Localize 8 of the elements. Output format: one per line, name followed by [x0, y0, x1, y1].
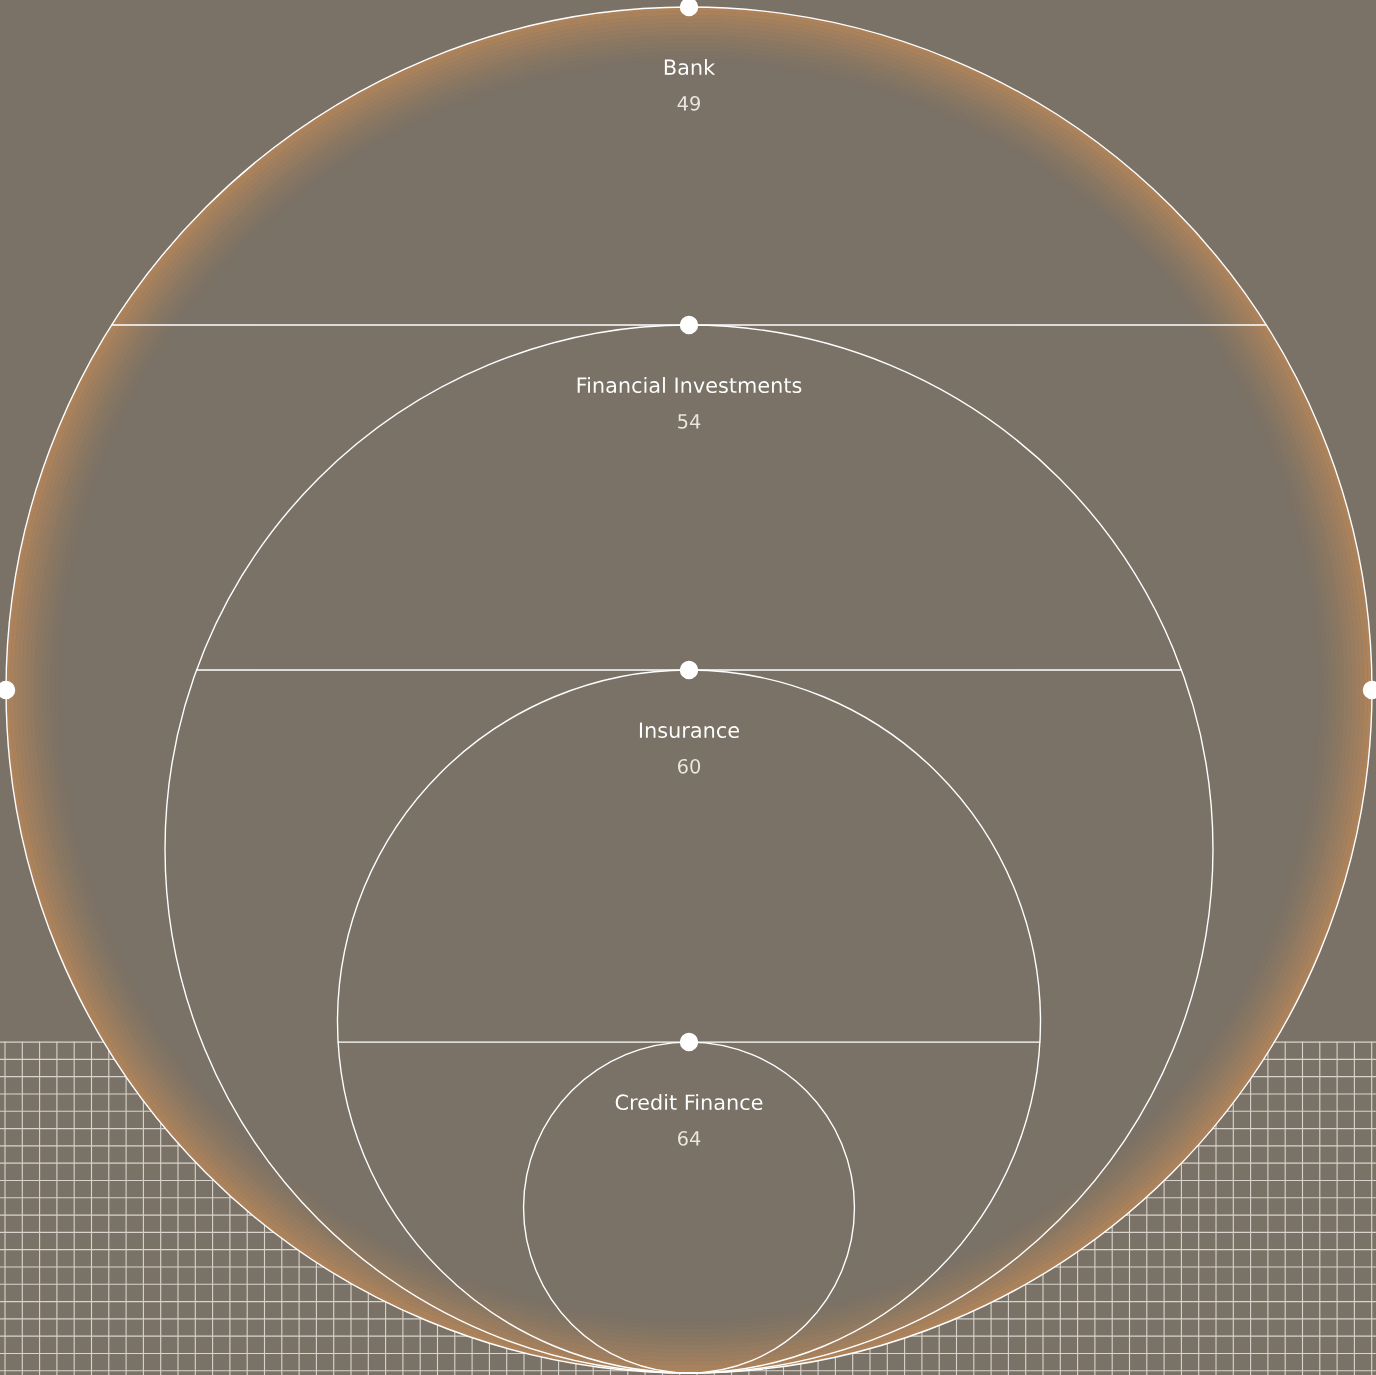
- data-label: 54: [678, 414, 701, 429]
- category-label: Bank: [664, 58, 716, 76]
- category-label: Financial Investments: [577, 376, 802, 394]
- data-label: 64: [677, 1131, 701, 1146]
- category-label: Credit Finance: [615, 1093, 763, 1111]
- data-label: 49: [677, 95, 700, 111]
- data-label: 60: [677, 758, 701, 774]
- category-label: Insurance: [639, 722, 739, 739]
